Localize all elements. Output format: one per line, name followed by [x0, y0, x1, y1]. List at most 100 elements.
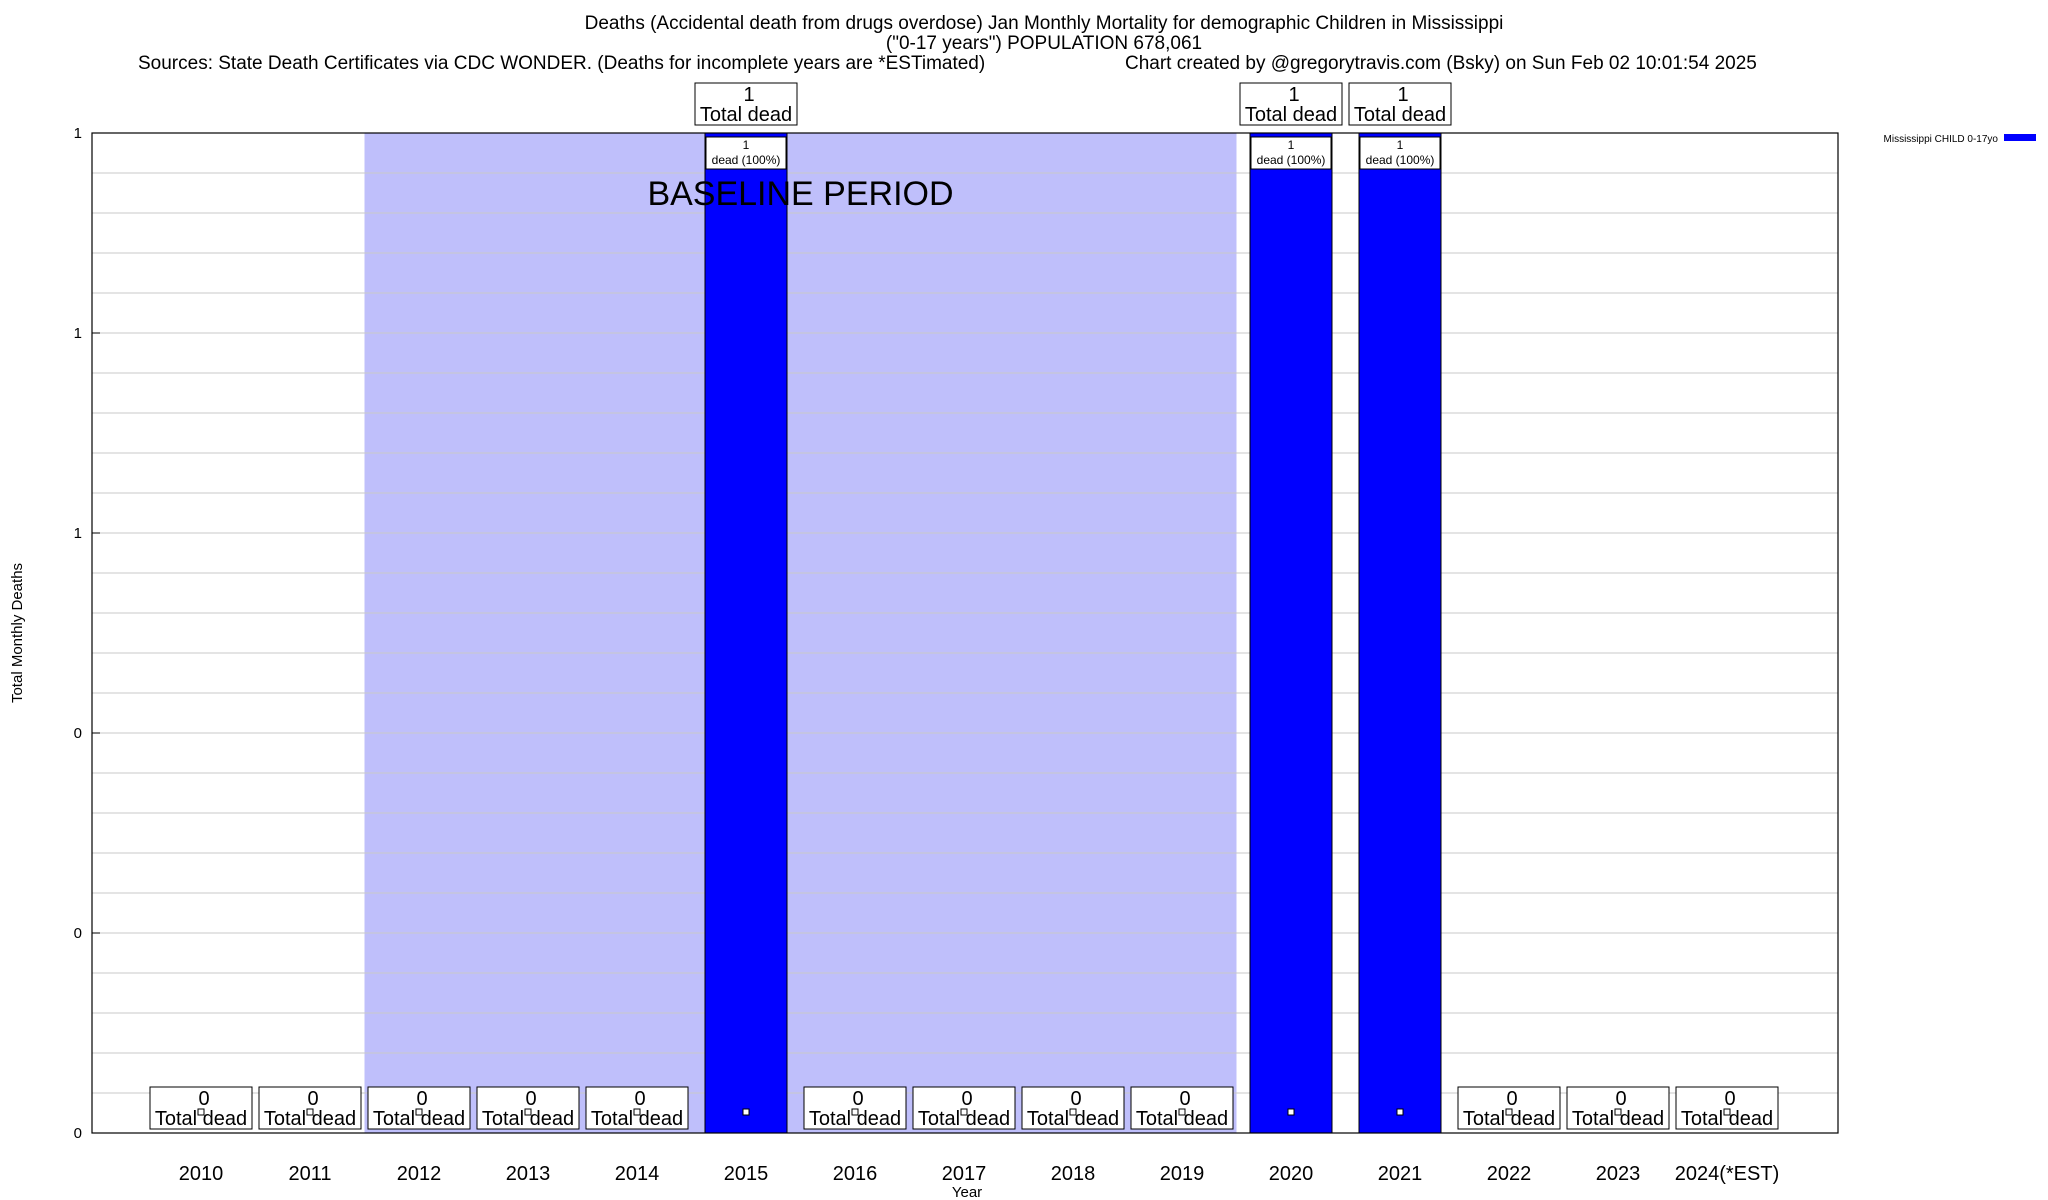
total-label-box	[1348, 82, 1452, 126]
total-label-text: Total dead	[918, 1108, 1010, 1130]
x-tick-marker	[1614, 1108, 1622, 1116]
total-label-count: 0	[198, 1088, 209, 1110]
total-label-box	[1457, 1086, 1561, 1130]
total-label-text: Total dead	[1027, 1108, 1119, 1130]
total-label-box	[1130, 1086, 1234, 1130]
y-tick-label: 0	[74, 1125, 82, 1142]
x-axis-title: Year	[952, 1184, 982, 1200]
x-tick-label: 2022	[1487, 1163, 1532, 1185]
plot-border	[91, 132, 1839, 1134]
total-label-box	[803, 1086, 907, 1130]
x-tick-label: 2012	[397, 1163, 442, 1185]
bar-label-text: dead (100%)	[1257, 153, 1326, 167]
total-label-text: Total dead	[1681, 1108, 1773, 1130]
chart-sources: Sources: State Death Certificates via CD…	[138, 53, 986, 74]
chart-title-line1: Deaths (Accidental death from drugs over…	[584, 13, 1504, 34]
x-tick-label: 2010	[179, 1163, 224, 1185]
total-label-count: 0	[961, 1088, 972, 1110]
y-axis-title: Total Monthly Deaths	[9, 563, 26, 703]
bar-label-count: 1	[1288, 138, 1295, 152]
total-label-count: 0	[1070, 1088, 1081, 1110]
total-label-count: 0	[1724, 1088, 1735, 1110]
x-tick-label: 2020	[1269, 1163, 1314, 1185]
x-tick-marker	[1287, 1108, 1295, 1116]
bar-label-text: dead (100%)	[712, 153, 781, 167]
y-tick-label: 1	[74, 525, 82, 542]
baseline-period-band	[364, 133, 1237, 1133]
y-tick-label: 0	[74, 925, 82, 942]
bar-label-count: 1	[743, 138, 750, 152]
chart-credit: Chart created by @gregorytravis.com (Bsk…	[1125, 53, 1757, 74]
total-label-text: Total dead	[1245, 104, 1337, 126]
x-tick-label: 2013	[506, 1163, 551, 1185]
bar-label-box	[1250, 136, 1332, 170]
bar-label-box	[1359, 136, 1441, 170]
total-label-text: Total dead	[1136, 1108, 1228, 1130]
baseline-period-label: BASELINE PERIOD	[647, 175, 953, 213]
x-tick-marker	[633, 1108, 641, 1116]
bar-label-box	[705, 136, 787, 170]
total-label-box	[585, 1086, 689, 1130]
total-label-box	[476, 1086, 580, 1130]
total-label-box	[1239, 82, 1343, 126]
total-label-box	[1675, 1086, 1779, 1130]
total-label-text: Total dead	[373, 1108, 465, 1130]
x-tick-label: 2016	[833, 1163, 878, 1185]
bar-label-text: dead (100%)	[1366, 153, 1435, 167]
total-label-count: 1	[743, 84, 754, 106]
total-label-box	[1566, 1086, 1670, 1130]
x-tick-label: 2017	[942, 1163, 987, 1185]
total-label-text: Total dead	[482, 1108, 574, 1130]
chart-title-line2: ("0-17 years") POPULATION 678,061	[885, 33, 1203, 54]
x-tick-marker	[1069, 1108, 1077, 1116]
total-label-text: Total dead	[1354, 104, 1446, 126]
total-label-text: Total dead	[591, 1108, 683, 1130]
bar-2015	[704, 132, 788, 1134]
x-tick-marker	[306, 1108, 314, 1116]
x-tick-marker	[1396, 1108, 1404, 1116]
x-tick-marker	[1505, 1108, 1513, 1116]
y-tick-label: 1	[74, 125, 82, 142]
legend-swatch	[2004, 134, 2036, 141]
total-label-box	[258, 1086, 362, 1130]
total-label-text: Total dead	[1463, 1108, 1555, 1130]
total-label-count: 0	[1179, 1088, 1190, 1110]
total-label-count: 0	[307, 1088, 318, 1110]
total-label-text: Total dead	[700, 104, 792, 126]
x-tick-label: 2024(*EST)	[1675, 1163, 1780, 1185]
y-tick-label: 1	[74, 325, 82, 342]
x-tick-marker	[197, 1108, 205, 1116]
legend-label: Mississippi CHILD 0-17yo	[1884, 134, 1999, 145]
bar-label-count: 1	[1397, 138, 1404, 152]
total-label-box	[1021, 1086, 1125, 1130]
total-label-text: Total dead	[155, 1108, 247, 1130]
total-label-count: 1	[1397, 84, 1408, 106]
x-tick-marker	[524, 1108, 532, 1116]
total-label-count: 0	[1615, 1088, 1626, 1110]
total-label-text: Total dead	[1572, 1108, 1664, 1130]
x-tick-marker	[1178, 1108, 1186, 1116]
total-label-box	[912, 1086, 1016, 1130]
total-label-count: 0	[416, 1088, 427, 1110]
x-tick-label: 2023	[1596, 1163, 1641, 1185]
total-label-count: 0	[1506, 1088, 1517, 1110]
total-label-count: 0	[525, 1088, 536, 1110]
x-tick-marker	[960, 1108, 968, 1116]
x-tick-marker	[415, 1108, 423, 1116]
total-label-text: Total dead	[809, 1108, 901, 1130]
x-tick-label: 2015	[724, 1163, 769, 1185]
x-tick-label: 2021	[1378, 1163, 1423, 1185]
bar-2020	[1249, 132, 1333, 1134]
x-tick-label: 2014	[615, 1163, 660, 1185]
x-tick-label: 2011	[288, 1163, 331, 1185]
x-tick-marker	[742, 1108, 750, 1116]
total-label-count: 1	[1288, 84, 1299, 106]
x-tick-label: 2018	[1051, 1163, 1096, 1185]
x-tick-marker	[1723, 1108, 1731, 1116]
total-label-box	[694, 82, 798, 126]
bar-2021	[1358, 132, 1442, 1134]
x-tick-label: 2019	[1160, 1163, 1205, 1185]
total-label-count: 0	[634, 1088, 645, 1110]
total-label-count: 0	[852, 1088, 863, 1110]
